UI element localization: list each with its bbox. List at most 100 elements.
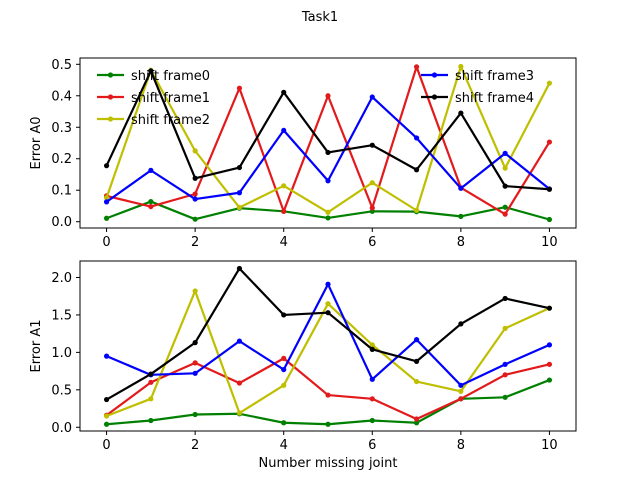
data-point <box>502 325 508 332</box>
x-tick-label: 2 <box>191 235 199 250</box>
x-tick-label: 4 <box>280 438 288 453</box>
data-point <box>502 295 508 302</box>
legend-entry: shift frame4 <box>421 91 534 106</box>
data-point <box>458 185 464 191</box>
data-point <box>413 416 420 422</box>
data-point <box>281 312 287 318</box>
data-point <box>281 208 287 214</box>
data-point <box>413 167 420 173</box>
data-point <box>458 321 464 327</box>
data-point <box>236 410 243 416</box>
data-point <box>413 378 420 385</box>
data-point <box>546 80 553 86</box>
legend-marker <box>431 94 438 100</box>
data-point <box>192 360 198 366</box>
data-point <box>413 337 420 343</box>
x-tick-label: 10 <box>541 438 558 453</box>
data-point <box>281 355 287 361</box>
legend-label: shift frame1 <box>131 91 210 106</box>
data-point <box>546 305 553 311</box>
y-tick-label: 0.3 <box>51 121 72 136</box>
data-point <box>103 396 110 403</box>
series-line <box>106 283 550 387</box>
x-tick-label: 8 <box>457 438 465 453</box>
data-point <box>148 417 154 424</box>
x-tick-label: 10 <box>541 235 558 250</box>
data-point <box>103 413 110 419</box>
data-point <box>325 301 331 307</box>
series-shift-frame4 <box>103 265 553 403</box>
data-point <box>502 394 508 400</box>
data-point <box>369 346 375 352</box>
data-point <box>325 281 331 287</box>
data-point <box>103 353 110 359</box>
data-point <box>148 203 154 210</box>
data-point <box>236 190 243 196</box>
data-point <box>369 142 375 148</box>
subplot-a1: 0 2 4 6 8 10 0.0 0.5 1.0 1.5 2.0 Error A1 <box>29 260 577 453</box>
data-point <box>281 183 287 189</box>
series-shift-frame3 <box>103 281 553 388</box>
subplot-a0: 0 2 4 6 8 10 0.0 0.1 0.2 0.3 0.4 0.5 Error A0 shift f… <box>29 57 577 250</box>
x-tick-label: 8 <box>457 235 465 250</box>
y-axis-title: Error A0 <box>29 117 44 170</box>
data-point <box>192 340 198 346</box>
data-point <box>325 209 331 215</box>
data-point <box>546 139 553 145</box>
y-tick-label: 0.5 <box>51 58 72 73</box>
data-point <box>192 216 198 222</box>
data-point <box>192 191 198 197</box>
data-point <box>236 265 243 272</box>
plot-frame <box>79 260 577 432</box>
y-tick-label: 0.0 <box>51 215 72 230</box>
data-point <box>325 421 331 427</box>
legend-label: shift frame4 <box>455 91 534 106</box>
y-tick-label: 1.0 <box>51 346 72 361</box>
data-point <box>458 396 464 402</box>
series-shift-frame3 <box>103 94 553 205</box>
legend-marker <box>107 72 114 78</box>
y-tick-label: 0.0 <box>51 421 72 436</box>
x-axis-title: Number missing joint <box>259 456 398 471</box>
data-point <box>458 382 464 388</box>
data-point <box>369 342 375 348</box>
data-point <box>502 150 508 156</box>
y-tick-label: 2.0 <box>51 271 72 286</box>
data-point <box>148 371 154 377</box>
series-shift-frame2 <box>103 63 553 215</box>
x-tick-label: 6 <box>368 438 376 453</box>
data-point <box>281 127 287 134</box>
y-tick-label: 0.2 <box>51 152 72 167</box>
data-point <box>192 175 198 181</box>
series-line <box>105 357 550 421</box>
data-point <box>458 388 464 394</box>
legend-label: shift frame2 <box>131 113 210 128</box>
data-point <box>325 93 331 99</box>
data-point <box>236 338 243 344</box>
y-axis-title: Error A1 <box>29 320 44 373</box>
data-point <box>236 380 243 386</box>
data-point <box>502 211 508 217</box>
data-point <box>413 207 420 213</box>
data-point <box>369 376 375 382</box>
series-line <box>106 65 551 216</box>
data-point <box>103 163 110 169</box>
data-point <box>369 180 375 186</box>
legend-marker <box>431 72 438 78</box>
data-point <box>546 216 553 223</box>
data-point <box>192 196 198 202</box>
data-point <box>369 205 375 211</box>
legend-label: shift frame3 <box>455 69 534 84</box>
data-point <box>502 204 508 210</box>
data-point <box>546 342 553 348</box>
plot-frame <box>79 57 577 229</box>
data-point <box>281 382 287 388</box>
legend-marker <box>107 116 114 122</box>
data-point <box>413 420 420 426</box>
data-point <box>546 377 553 383</box>
data-point <box>502 183 508 189</box>
legend-entry: shift frame1 <box>97 91 210 106</box>
series-line <box>106 267 550 401</box>
data-point <box>103 195 110 201</box>
